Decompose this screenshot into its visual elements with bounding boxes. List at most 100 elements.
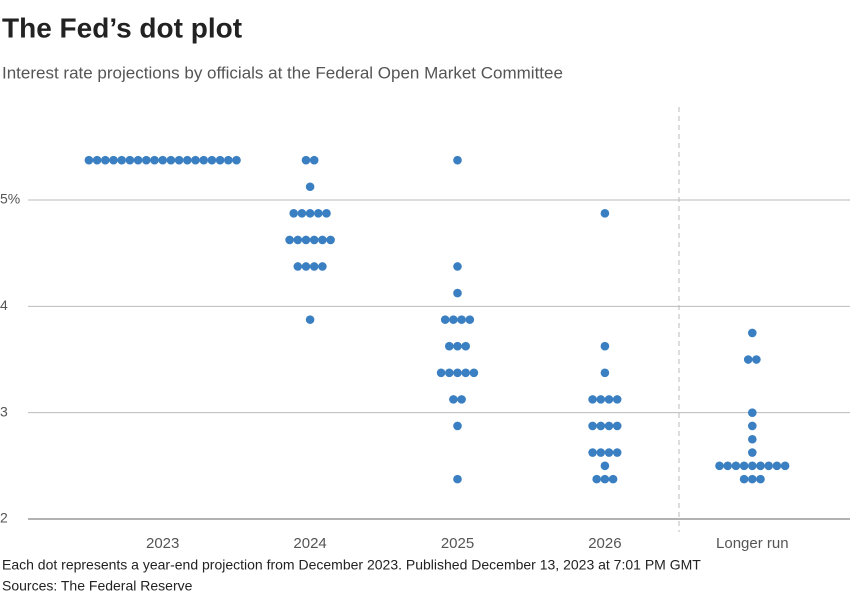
chart-title: The Fed’s dot plot (2, 12, 242, 43)
dot (207, 155, 217, 165)
dot (84, 155, 94, 165)
dot (600, 474, 610, 484)
dot (764, 461, 773, 471)
dot (314, 209, 323, 218)
x-tick-label: 2025 (441, 535, 474, 552)
dot (748, 328, 757, 338)
dot (436, 368, 446, 378)
dot (588, 421, 597, 431)
y-tick-label: 3 (0, 403, 8, 419)
dot (142, 155, 151, 165)
dot (318, 235, 327, 245)
dot (600, 209, 610, 218)
dot (772, 461, 782, 471)
dot (158, 155, 167, 165)
dot (453, 155, 462, 165)
y-tick-label: 2 (0, 510, 8, 526)
dot (449, 315, 458, 324)
dot (739, 474, 749, 484)
dot (596, 421, 606, 431)
dot (309, 235, 319, 245)
dot (125, 155, 135, 165)
dot (322, 209, 331, 218)
dot (748, 408, 757, 417)
dot (199, 155, 208, 165)
dot (608, 474, 618, 484)
dot (305, 315, 315, 324)
dot (588, 448, 597, 457)
dot (469, 368, 479, 378)
dot (715, 461, 724, 471)
dot (309, 262, 319, 271)
note: Each dot represents a year-end projectio… (2, 557, 701, 573)
dot (596, 448, 606, 457)
x-tick-label: 2023 (146, 535, 179, 552)
dot (232, 155, 241, 165)
dot (445, 341, 454, 351)
source: Sources: The Federal Reserve (2, 578, 193, 594)
dot (588, 395, 597, 404)
dot (326, 235, 335, 245)
dot (150, 155, 159, 165)
dot (318, 262, 327, 271)
dot (285, 235, 294, 245)
dot (596, 395, 606, 404)
chart-subtitle: Interest rate projections by officials a… (2, 63, 563, 82)
dot (612, 395, 622, 404)
dot (612, 421, 622, 431)
dot (461, 368, 471, 378)
dot (183, 155, 192, 165)
dot (457, 395, 466, 404)
y-tick-label: 5% (0, 191, 20, 207)
dot (293, 235, 303, 245)
dot (731, 461, 741, 471)
dot (453, 368, 462, 378)
dot (309, 155, 319, 165)
dot (301, 155, 311, 165)
dot (465, 315, 475, 324)
dot (117, 155, 126, 165)
dot (224, 155, 233, 165)
dot (743, 355, 753, 364)
dot (289, 209, 299, 218)
dot (604, 448, 614, 457)
dot (305, 209, 315, 218)
dot (174, 155, 184, 165)
dot (756, 461, 765, 471)
dot (756, 474, 765, 484)
dot (600, 368, 610, 378)
dot (453, 474, 462, 484)
dot (440, 315, 450, 324)
dot (612, 448, 622, 457)
dot (166, 155, 176, 165)
dot (748, 461, 757, 471)
dot (453, 288, 462, 298)
dot (748, 421, 757, 431)
dot (600, 461, 610, 471)
dot (752, 355, 761, 364)
dot (297, 209, 307, 218)
dot (600, 341, 610, 351)
dot (101, 155, 110, 165)
dot (301, 235, 311, 245)
dot (461, 341, 471, 351)
dot (748, 448, 757, 457)
dot (453, 341, 462, 351)
dot (133, 155, 143, 165)
dot (453, 421, 462, 431)
dot (301, 262, 311, 271)
x-tick-label: Longer run (716, 535, 789, 552)
y-tick-label: 4 (0, 297, 8, 313)
dot (592, 474, 601, 484)
dot (293, 262, 303, 271)
dot (748, 434, 757, 444)
dot (739, 461, 749, 471)
dot (445, 368, 454, 378)
x-tick-label: 2026 (588, 535, 621, 552)
dot (92, 155, 102, 165)
dot (604, 395, 614, 404)
dot (453, 262, 462, 271)
dot (780, 461, 790, 471)
dot (449, 395, 458, 404)
